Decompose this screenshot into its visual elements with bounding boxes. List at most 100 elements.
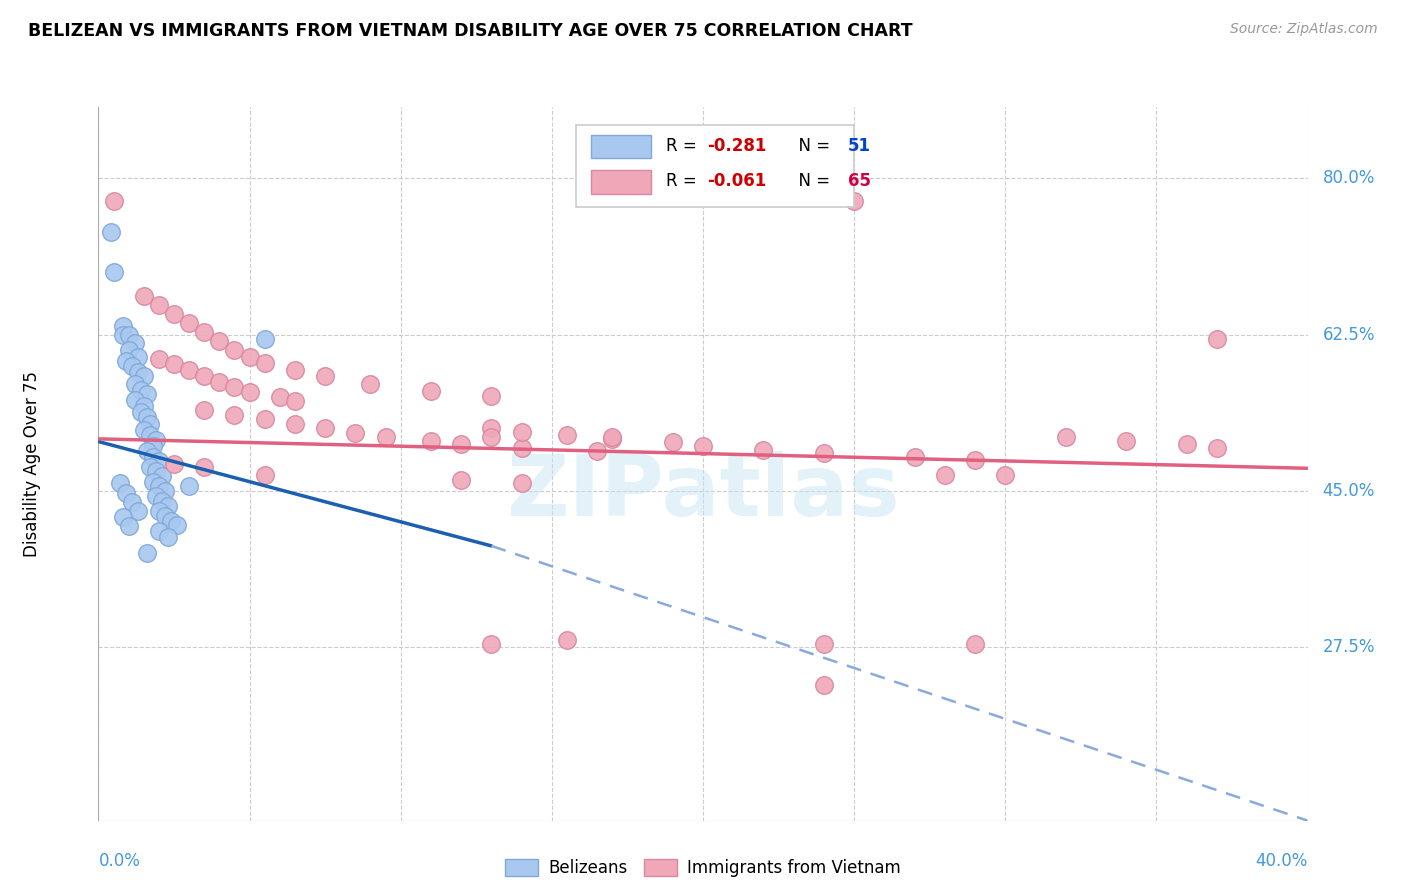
- Point: [135, 444, 157, 458]
- Legend: Belizeans, Immigrants from Vietnam: Belizeans, Immigrants from Vietnam: [498, 852, 908, 884]
- Point: [239, 350, 262, 364]
- Point: [148, 298, 170, 312]
- Point: [153, 508, 176, 523]
- Point: [145, 464, 167, 478]
- Point: [934, 467, 956, 482]
- Point: [118, 327, 141, 342]
- Point: [111, 510, 134, 524]
- Point: [142, 450, 165, 464]
- Point: [124, 336, 146, 351]
- Point: [111, 327, 134, 342]
- Point: [139, 459, 162, 474]
- Text: Source: ZipAtlas.com: Source: ZipAtlas.com: [1230, 22, 1378, 37]
- Point: [994, 467, 1017, 482]
- Point: [114, 486, 136, 500]
- Point: [965, 637, 987, 651]
- Point: [145, 433, 167, 447]
- Point: [481, 637, 503, 651]
- Point: [481, 389, 503, 403]
- Point: [177, 479, 201, 493]
- Point: [132, 289, 155, 303]
- Point: [419, 384, 441, 398]
- Point: [602, 430, 624, 444]
- Point: [156, 499, 179, 513]
- Point: [1115, 434, 1137, 448]
- Point: [127, 365, 149, 379]
- Point: [965, 453, 987, 467]
- Point: [193, 325, 215, 339]
- Point: [177, 316, 201, 330]
- Point: [224, 380, 246, 394]
- Point: [148, 454, 170, 468]
- Point: [132, 423, 155, 437]
- Text: 65: 65: [848, 172, 872, 190]
- Point: [114, 354, 136, 368]
- Point: [145, 489, 167, 503]
- Point: [481, 430, 503, 444]
- Point: [135, 546, 157, 560]
- Point: [555, 428, 578, 442]
- Point: [103, 194, 125, 208]
- Text: R =: R =: [665, 136, 702, 154]
- Point: [129, 383, 152, 397]
- Point: [150, 494, 173, 508]
- Point: [510, 476, 533, 491]
- Point: [150, 469, 173, 483]
- Point: [118, 343, 141, 357]
- Point: [253, 356, 276, 370]
- FancyBboxPatch shape: [591, 170, 651, 194]
- Point: [224, 343, 246, 357]
- Point: [510, 441, 533, 455]
- Text: -0.061: -0.061: [707, 172, 766, 190]
- Point: [661, 435, 683, 450]
- Point: [129, 405, 152, 419]
- Point: [239, 385, 262, 400]
- Point: [555, 633, 578, 648]
- Text: 40.0%: 40.0%: [1256, 852, 1308, 870]
- Point: [132, 399, 155, 413]
- Point: [139, 428, 162, 442]
- Point: [253, 332, 276, 346]
- Point: [692, 439, 714, 453]
- Point: [132, 369, 155, 384]
- FancyBboxPatch shape: [576, 125, 855, 207]
- FancyBboxPatch shape: [591, 135, 651, 158]
- Point: [314, 421, 336, 435]
- Point: [269, 390, 291, 404]
- Point: [135, 387, 157, 401]
- Point: [752, 442, 775, 457]
- Point: [108, 476, 131, 491]
- Point: [450, 473, 472, 487]
- Point: [163, 357, 186, 371]
- Point: [127, 504, 149, 518]
- Point: [148, 479, 170, 493]
- Point: [813, 678, 835, 692]
- Point: [148, 504, 170, 518]
- Point: [360, 376, 382, 391]
- Point: [166, 518, 188, 533]
- Point: [118, 519, 141, 533]
- Text: 51: 51: [848, 136, 872, 154]
- Point: [208, 375, 231, 389]
- Point: [374, 430, 396, 444]
- Point: [284, 394, 307, 409]
- Point: [111, 318, 134, 333]
- Text: ZIPatlas: ZIPatlas: [506, 450, 900, 534]
- Text: 62.5%: 62.5%: [1323, 326, 1375, 343]
- Point: [586, 444, 609, 458]
- Point: [156, 530, 179, 544]
- Point: [142, 475, 165, 489]
- Text: 45.0%: 45.0%: [1323, 482, 1375, 500]
- Point: [148, 524, 170, 538]
- Point: [284, 363, 307, 377]
- Point: [148, 351, 170, 366]
- Point: [284, 417, 307, 431]
- Point: [419, 434, 441, 448]
- Point: [121, 495, 143, 509]
- Text: BELIZEAN VS IMMIGRANTS FROM VIETNAM DISABILITY AGE OVER 75 CORRELATION CHART: BELIZEAN VS IMMIGRANTS FROM VIETNAM DISA…: [28, 22, 912, 40]
- Text: R =: R =: [665, 172, 702, 190]
- Text: 80.0%: 80.0%: [1323, 169, 1375, 187]
- Point: [253, 412, 276, 426]
- Point: [450, 437, 472, 451]
- Point: [127, 350, 149, 364]
